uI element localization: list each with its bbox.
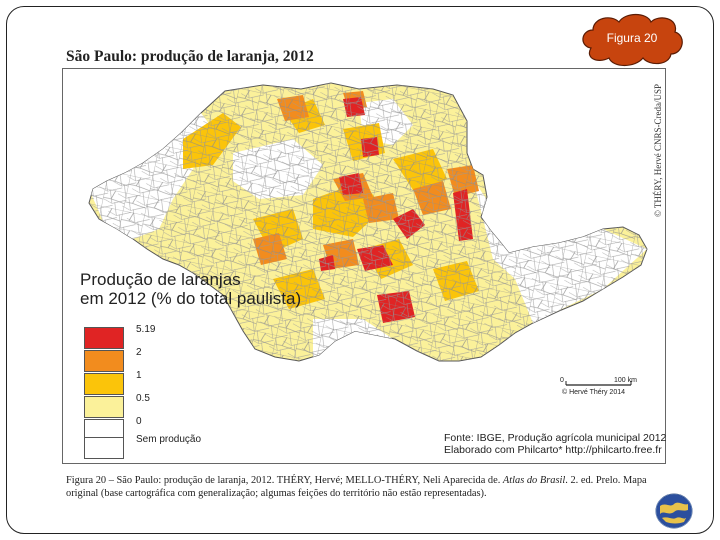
- legend-item: 0.5: [84, 393, 264, 418]
- scale-zero: 0: [560, 377, 564, 384]
- globe-logo-icon: [654, 492, 694, 530]
- map-source: Fonte: IBGE, Produção agrícola municipal…: [444, 432, 666, 456]
- caption-atlas: Atlas do Brasil: [502, 475, 566, 486]
- map-credit-text: © THÉRY, Hervé CNRS-Creda/USP: [653, 83, 663, 217]
- legend-label: 0: [136, 416, 142, 427]
- scale-bar: [565, 381, 632, 386]
- map-panel: [62, 68, 666, 464]
- legend-item: 0: [84, 416, 264, 441]
- legend-title: Produção de laranjas em 2012 (% do total…: [80, 270, 301, 308]
- legend-swatch: [84, 437, 124, 459]
- legend-swatch: [84, 350, 124, 372]
- legend-swatch: [84, 327, 124, 349]
- legend-title-line2: em 2012 (% do total paulista): [80, 289, 302, 308]
- legend-swatch: [84, 396, 124, 418]
- figure-caption: Figura 20 – São Paulo: produção de laran…: [66, 474, 666, 500]
- legend-swatch: [84, 373, 124, 395]
- scale-distance: 100 km: [614, 377, 637, 384]
- legend-item: 5.19: [84, 324, 264, 349]
- legend-title-line1: Produção de laranjas: [80, 270, 241, 289]
- legend-item: Sem produção: [84, 434, 264, 459]
- legend-label: 5.19: [136, 324, 156, 335]
- map-credit: © THÉRY, Hervé CNRS-Creda/USP: [648, 80, 663, 220]
- scale-author: © Hervé Théry 2014: [562, 389, 626, 396]
- caption-text-b: . 2. ed. Prelo. Mapa original (base cart…: [66, 475, 647, 499]
- legend-label: 0.5: [136, 393, 150, 404]
- source-line1: Fonte: IBGE, Produção agrícola municipal…: [444, 432, 667, 444]
- figure-badge: Figura 20: [577, 10, 687, 70]
- map-title: São Paulo: produção de laranja, 2012: [66, 48, 314, 65]
- figure-badge-label: Figura 20: [606, 31, 658, 45]
- legend-label: 1: [136, 370, 142, 381]
- caption-text-a: – São Paulo: produção de laranja, 2012. …: [106, 475, 503, 486]
- legend-item: 2: [84, 347, 264, 372]
- cloud-shape: [582, 13, 683, 67]
- source-line2: Elaborado com Philcarto* http://philcart…: [444, 444, 662, 456]
- legend-label: 2: [136, 347, 142, 358]
- legend-item: 1: [84, 370, 264, 395]
- map-svg: [88, 82, 648, 386]
- caption-label: Figura 20: [66, 475, 107, 486]
- legend-label: Sem produção: [136, 434, 202, 445]
